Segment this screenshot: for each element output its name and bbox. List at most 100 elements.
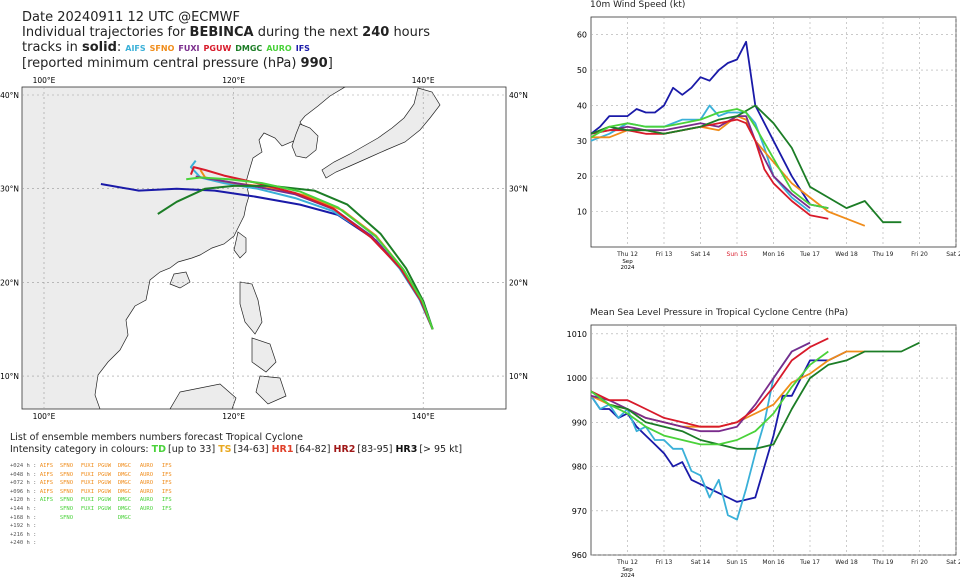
land-visayas	[251, 337, 277, 373]
y-tick-label: 60	[577, 31, 587, 40]
solid-label: solid	[81, 40, 117, 55]
lon-label: 120°E	[222, 76, 245, 85]
member-name: SFNO	[59, 480, 74, 487]
member-row: +096 h : AIFS SFNO FUXI PGUW DMGC AURO IFS	[10, 488, 177, 497]
lat-label: 40°N	[509, 91, 528, 100]
lead-time: +240 h :	[10, 540, 40, 547]
land-hainan	[169, 271, 191, 289]
header-line2: Individual trajectories for BEBINCA duri…	[22, 25, 430, 40]
reported-pressure: 990	[300, 56, 328, 71]
member-name: PGUW	[97, 480, 112, 487]
legend-line1: List of ensemble members numbers forecas…	[10, 432, 303, 443]
lat-label: 10°N	[0, 372, 19, 381]
land-korea	[291, 123, 319, 159]
member-name: SFNO	[59, 488, 74, 495]
forecast-hours: 240	[362, 25, 390, 40]
member-name: DMGC	[117, 505, 132, 512]
model-label-dmgc: DMGC	[235, 44, 263, 53]
member-name: DMGC	[117, 463, 132, 469]
lead-time: +216 h :	[10, 531, 40, 538]
lat-label: 40°N	[0, 91, 19, 100]
member-name: FUXI	[80, 471, 95, 478]
header-line2-prefix: Individual trajectories for	[22, 25, 190, 40]
member-name: AURO	[139, 505, 154, 512]
member-name: PGUW	[97, 488, 112, 495]
lead-time: +144 h :	[10, 505, 40, 512]
member-table: +024 h : AIFS SFNO FUXI PGUW DMGC AURO IFS +048…	[10, 462, 177, 548]
lat-label: 20°N	[0, 278, 19, 287]
member-name: AIFS	[39, 497, 54, 504]
header-line4: [reported minimum central pressure (hPa)…	[22, 56, 430, 71]
intensity-legend: List of ensemble members numbers forecas…	[10, 432, 462, 456]
member-name: IFS	[161, 497, 172, 504]
pressure-suffix: ]	[327, 56, 333, 71]
y-tick-label: 50	[577, 66, 587, 75]
colon-label: :	[116, 40, 122, 55]
category-code: HR1	[271, 444, 294, 455]
x-tick-label: Fri 20	[911, 251, 928, 258]
member-name: FUXI	[80, 480, 95, 487]
model-label-fuxi: FUXI	[178, 44, 200, 53]
land-luzon	[239, 281, 263, 335]
member-row: +120 h : AIFS SFNO FUXI PGUW DMGC AURO IFS	[10, 496, 177, 505]
map-header: Date 20240911 12 UTC @ECMWF Individual t…	[22, 10, 430, 71]
category-code: HR3	[395, 444, 418, 455]
category-code: TD	[151, 444, 167, 455]
model-label-aifs: AIFS	[125, 44, 146, 53]
member-name: IFS	[161, 505, 172, 512]
storm-name: BEBINCA	[189, 25, 254, 40]
member-name: PGUW	[97, 463, 112, 469]
lon-label: 100°E	[33, 76, 56, 85]
land-taiwan	[233, 231, 247, 259]
lead-time: +096 h :	[10, 488, 40, 495]
legend-line2: Intensity category in colours: TD [up to …	[10, 444, 462, 456]
member-name: IFS	[161, 488, 172, 495]
category-range: [64-82]	[295, 444, 334, 455]
lead-time: +024 h :	[10, 463, 40, 469]
member-name: AIFS	[39, 463, 54, 469]
lead-time: +168 h :	[10, 514, 40, 521]
map-labels: 100°E 100°E 120°E 120°E 140°E 140°E 40°N 40°N 30…	[0, 76, 528, 421]
land-borneo	[169, 383, 237, 409]
model-label-auro: AURO	[266, 44, 292, 53]
header-line1: Date 20240911 12 UTC @ECMWF	[22, 10, 240, 25]
member-name: SFNO	[59, 471, 74, 478]
y-tick-label: 30	[577, 137, 587, 146]
lat-label: 30°N	[0, 185, 19, 194]
member-name: DMGC	[117, 480, 132, 487]
member-row: +024 h : AIFS SFNO FUXI PGUW DMGC AURO IFS	[10, 462, 177, 471]
track-dmgc	[157, 184, 434, 330]
pressure-prefix: [reported minimum central pressure (hPa)	[22, 56, 301, 71]
member-name: FUXI	[80, 463, 95, 469]
member-name: AIFS	[39, 471, 54, 478]
member-name: DMGC	[117, 488, 132, 495]
track-pguw	[189, 166, 434, 330]
member-name: FUXI	[80, 488, 95, 495]
member-name: PGUW	[97, 505, 112, 512]
x-tick-label: Fri 13	[656, 251, 673, 258]
x-sub-label: Sep	[622, 259, 633, 265]
x-tick-label: Wed 18	[835, 251, 858, 258]
lat-label: 20°N	[509, 278, 528, 287]
member-name: AURO	[139, 497, 154, 504]
x-tick-label: Sat 14	[691, 251, 711, 258]
series-pguw	[590, 118, 829, 220]
category-range: [> 95 kt]	[419, 444, 463, 455]
member-row: +144 h : SFNO FUXI PGUW DMGC AURO IFS	[10, 505, 177, 514]
member-name: AURO	[139, 463, 154, 469]
lead-time: +120 h :	[10, 497, 40, 504]
x-tick-label: Thu 12	[616, 251, 638, 258]
series-auro	[590, 108, 829, 209]
member-name: AIFS	[39, 480, 54, 487]
tracks	[100, 160, 434, 330]
member-name: DMGC	[117, 514, 132, 521]
x-tick-label: Tue 17	[799, 251, 820, 258]
member-name: PGUW	[97, 497, 112, 504]
lon-label: 140°E	[412, 412, 435, 421]
land-japan	[321, 87, 441, 179]
member-row: +216 h :	[10, 531, 177, 540]
tracks-in-label: tracks in	[22, 40, 82, 55]
category-range: [83-95]	[357, 444, 396, 455]
x-sub-label: 2024	[621, 265, 635, 271]
